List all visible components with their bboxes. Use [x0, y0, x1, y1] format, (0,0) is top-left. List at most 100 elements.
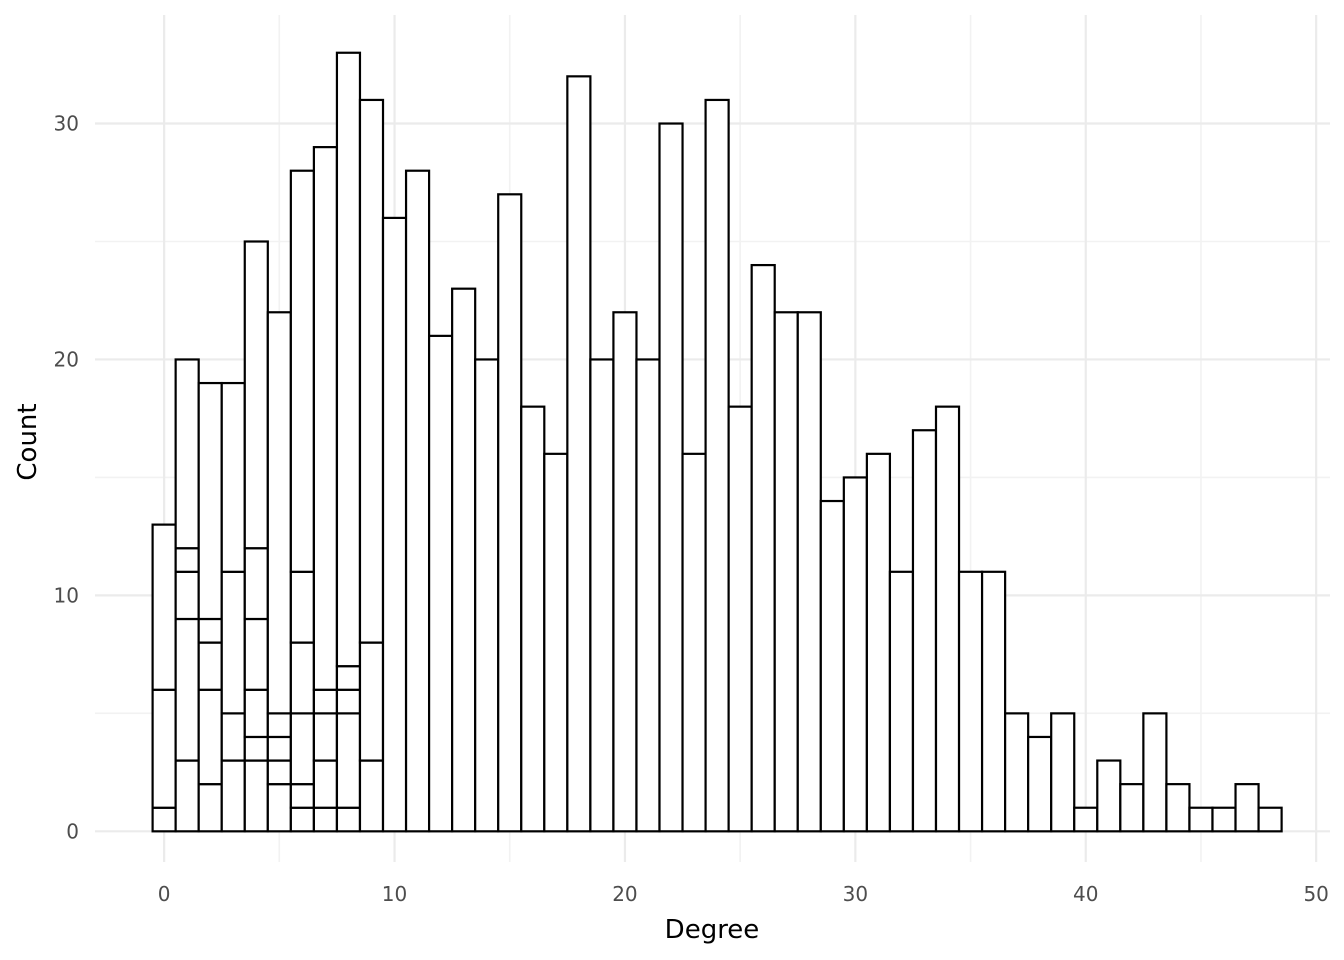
histogram-bar — [658, 122, 684, 833]
histogram-bar — [1211, 806, 1237, 833]
bars — [151, 51, 1283, 833]
histogram-bar — [335, 51, 362, 668]
histogram-bar — [1142, 712, 1168, 833]
histogram-bar — [289, 806, 315, 833]
histogram-bar — [312, 759, 339, 809]
histogram-bar — [197, 688, 223, 786]
histogram-bar — [381, 216, 408, 833]
histogram-bar — [404, 169, 431, 833]
histogram-bar — [197, 783, 223, 833]
histogram-bar — [312, 806, 339, 833]
histogram-bar — [220, 381, 246, 573]
histogram-bar — [174, 570, 200, 621]
histogram-bar — [335, 806, 362, 833]
histogram-bar — [704, 98, 730, 833]
histogram-bar — [289, 712, 315, 786]
histogram-bar — [266, 783, 292, 833]
x-tick-label: 40 — [1073, 882, 1098, 906]
histogram-bar — [681, 452, 707, 833]
histogram-bar — [865, 452, 892, 833]
histogram-bar — [243, 617, 269, 691]
histogram-bar — [1004, 712, 1030, 833]
histogram-bar — [289, 570, 315, 644]
histogram-bar — [635, 358, 661, 833]
histogram-bar — [266, 735, 292, 762]
y-axis-ticks: 0 10 20 30 — [54, 112, 79, 844]
histogram-bar — [1165, 783, 1191, 833]
histogram-bar — [773, 311, 799, 833]
histogram-bar — [243, 759, 269, 833]
x-axis-title: Degree — [665, 915, 760, 945]
histogram-bar — [1096, 759, 1122, 833]
y-tick-label: 0 — [66, 819, 79, 843]
histogram-bar — [589, 358, 615, 833]
histogram-bar — [358, 98, 385, 644]
x-tick-label: 50 — [1303, 882, 1328, 906]
histogram-bar — [980, 570, 1007, 833]
histogram-bar — [335, 712, 362, 809]
histogram-bar — [474, 358, 500, 833]
histogram-bar — [543, 452, 569, 833]
histogram-bar — [750, 263, 776, 833]
histogram-bar — [335, 665, 362, 691]
histogram-bar — [427, 334, 454, 833]
histogram-bar — [151, 688, 177, 809]
histogram-bar — [266, 759, 292, 786]
x-tick-label: 30 — [843, 882, 868, 906]
histogram-bar — [266, 712, 292, 739]
histogram-bar — [911, 429, 938, 833]
histogram-bar — [243, 735, 269, 762]
histogram-bar — [151, 523, 177, 691]
histogram-bar — [520, 405, 546, 833]
histogram-bar — [151, 806, 177, 833]
histogram-bar — [1257, 806, 1283, 833]
histogram-bar — [174, 358, 200, 550]
y-axis-title: Count — [13, 403, 43, 480]
y-tick-label: 20 — [54, 347, 79, 371]
histogram-bar — [612, 311, 638, 833]
histogram-bar — [289, 169, 315, 573]
histogram-bar — [451, 287, 477, 833]
x-axis-ticks: 0 10 20 30 40 50 — [158, 882, 1329, 906]
histogram-bar — [243, 547, 269, 621]
histogram-bar — [174, 617, 200, 762]
histogram-bar — [842, 476, 868, 833]
histogram-bar — [727, 405, 753, 833]
y-tick-label: 10 — [54, 583, 79, 607]
histogram-bar — [174, 547, 200, 573]
histogram-bar — [358, 641, 385, 762]
histogram-bar — [1073, 806, 1099, 833]
histogram-bar — [1188, 806, 1214, 833]
histogram-bar — [243, 688, 269, 739]
histogram-bar — [312, 688, 339, 715]
histogram-bar — [220, 712, 246, 762]
histogram-bar — [197, 381, 223, 621]
histogram-bar — [220, 570, 246, 715]
histogram-bar — [174, 759, 200, 833]
histogram-bar — [1050, 712, 1076, 833]
y-tick-label: 30 — [54, 112, 79, 136]
histogram-bar — [497, 193, 523, 833]
histogram-bar — [243, 240, 269, 550]
histogram-bar — [819, 499, 845, 833]
histogram-bar — [335, 688, 362, 715]
histogram-bar — [312, 146, 339, 691]
histogram-bar — [1234, 783, 1260, 833]
x-tick-label: 20 — [612, 882, 637, 906]
histogram-bar — [888, 570, 915, 833]
histogram-bar — [796, 311, 822, 833]
histogram-bar — [289, 783, 315, 809]
histogram-bar — [566, 75, 592, 833]
histogram-bar — [289, 641, 315, 715]
histogram-bar — [220, 759, 246, 833]
histogram-bar — [934, 405, 961, 833]
histogram-bar — [197, 641, 223, 691]
histogram-bar — [358, 759, 385, 833]
x-tick-label: 0 — [158, 882, 171, 906]
x-tick-label: 10 — [382, 882, 407, 906]
histogram-bar — [312, 712, 339, 762]
histogram-bar — [1027, 735, 1053, 833]
histogram-bar — [1119, 783, 1145, 833]
histogram-bar — [266, 311, 292, 715]
